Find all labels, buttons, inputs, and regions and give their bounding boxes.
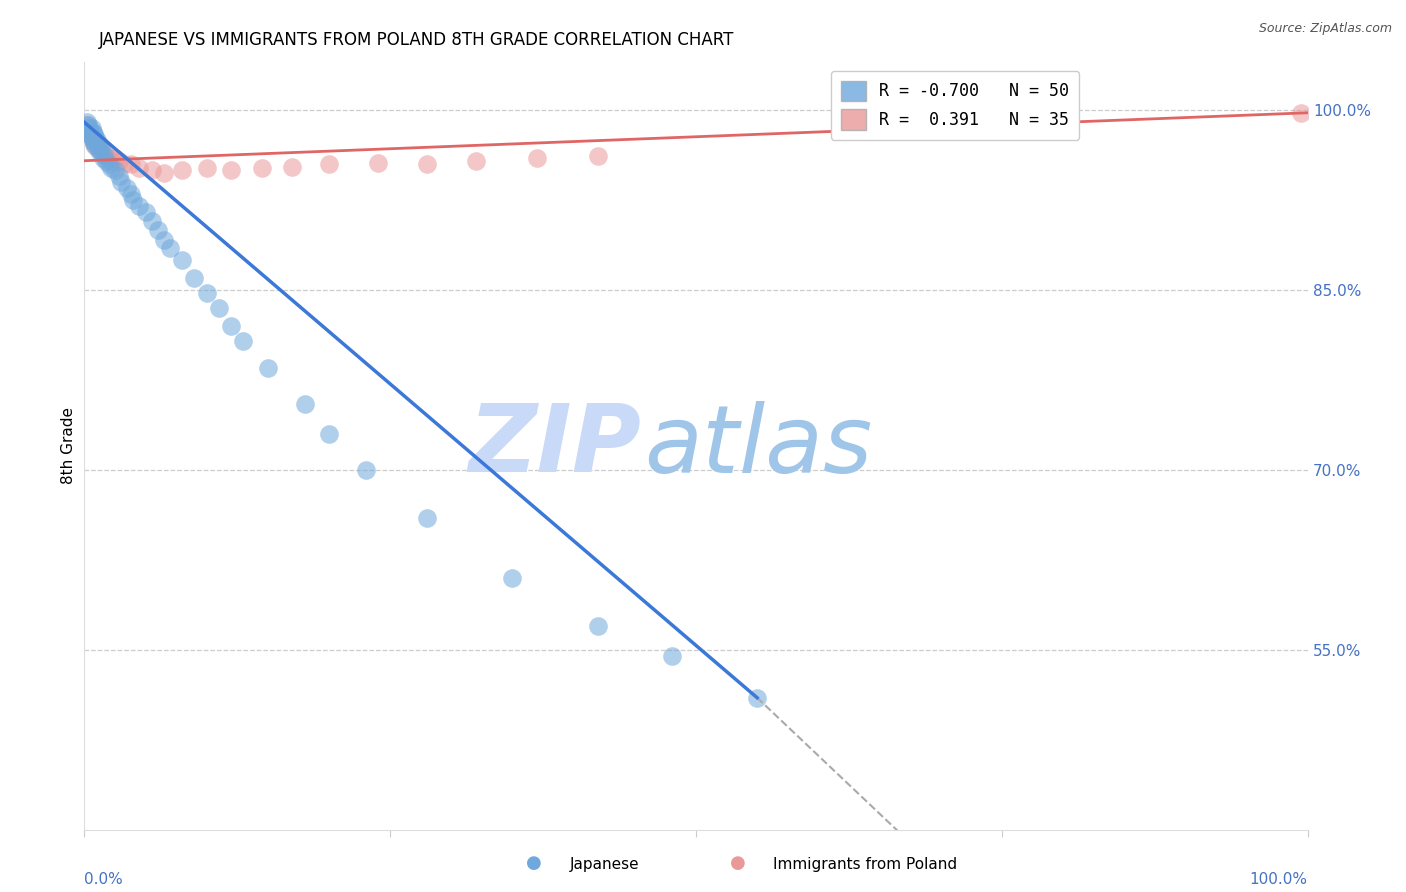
- Point: [416, 511, 439, 525]
- Point: [77, 121, 100, 136]
- Point: [80, 129, 103, 144]
- Point: [128, 199, 150, 213]
- Point: [219, 319, 242, 334]
- Point: [79, 124, 101, 138]
- Point: [110, 175, 132, 189]
- Point: [87, 136, 110, 151]
- Point: [79, 128, 101, 142]
- Point: [219, 163, 242, 178]
- Point: [93, 145, 115, 160]
- Point: [89, 145, 111, 160]
- Point: [232, 334, 254, 348]
- Point: [141, 163, 163, 178]
- Point: [526, 152, 548, 166]
- Point: [76, 118, 98, 132]
- Point: [96, 149, 118, 163]
- Point: [120, 187, 142, 202]
- Point: [80, 121, 103, 136]
- Text: Immigrants from Poland: Immigrants from Poland: [773, 857, 957, 872]
- Point: [208, 301, 231, 315]
- Point: [367, 156, 389, 170]
- Text: 100.0%: 100.0%: [1250, 871, 1308, 887]
- Text: ●: ●: [730, 855, 747, 872]
- Point: [281, 160, 304, 174]
- Point: [86, 139, 108, 153]
- Point: [97, 157, 120, 171]
- Point: [1291, 105, 1313, 120]
- Point: [183, 271, 205, 285]
- Point: [76, 115, 98, 129]
- Point: [96, 153, 118, 168]
- Point: [84, 133, 107, 147]
- Point: [91, 152, 114, 166]
- Point: [93, 147, 115, 161]
- Point: [107, 153, 129, 168]
- Point: [135, 205, 157, 219]
- Point: [141, 213, 163, 227]
- Point: [83, 136, 105, 151]
- Point: [661, 648, 683, 663]
- Point: [87, 142, 110, 156]
- Point: [82, 133, 104, 147]
- Point: [86, 133, 108, 147]
- Point: [122, 194, 145, 208]
- Point: [120, 157, 142, 171]
- Point: [100, 161, 122, 175]
- Point: [159, 241, 181, 255]
- Point: [80, 129, 103, 144]
- Point: [90, 142, 112, 156]
- Legend: R = -0.700   N = 50, R =  0.391   N = 35: R = -0.700 N = 50, R = 0.391 N = 35: [831, 70, 1078, 140]
- Point: [104, 163, 127, 178]
- Point: [77, 118, 100, 132]
- Point: [97, 152, 120, 166]
- Point: [87, 142, 110, 156]
- Point: [195, 161, 218, 175]
- Point: [107, 169, 129, 184]
- Point: [90, 142, 112, 156]
- Point: [172, 253, 194, 268]
- Point: [115, 181, 138, 195]
- Point: [104, 152, 127, 166]
- Point: [586, 149, 609, 163]
- Point: [82, 133, 104, 147]
- Point: [83, 128, 105, 142]
- Point: [416, 157, 439, 171]
- Point: [318, 157, 340, 171]
- Point: [257, 361, 280, 376]
- Point: [83, 136, 105, 150]
- Point: [82, 125, 104, 139]
- Point: [128, 161, 150, 175]
- Point: [294, 397, 316, 411]
- Point: [87, 136, 110, 151]
- Text: 0.0%: 0.0%: [84, 871, 124, 887]
- Point: [77, 121, 100, 136]
- Point: [586, 619, 609, 633]
- Point: [100, 153, 122, 168]
- Point: [318, 427, 340, 442]
- Text: JAPANESE VS IMMIGRANTS FROM POLAND 8TH GRADE CORRELATION CHART: JAPANESE VS IMMIGRANTS FROM POLAND 8TH G…: [98, 31, 734, 49]
- Text: Japanese: Japanese: [569, 857, 640, 872]
- Text: ●: ●: [526, 855, 543, 872]
- Point: [84, 129, 107, 144]
- Text: Source: ZipAtlas.com: Source: ZipAtlas.com: [1258, 22, 1392, 36]
- Point: [84, 139, 107, 153]
- Point: [153, 233, 176, 247]
- Point: [172, 163, 194, 178]
- Text: ZIP: ZIP: [468, 400, 641, 492]
- Point: [77, 125, 100, 139]
- Point: [112, 157, 135, 171]
- Y-axis label: 8th Grade: 8th Grade: [60, 408, 76, 484]
- Point: [250, 161, 273, 175]
- Point: [464, 153, 486, 168]
- Point: [79, 128, 101, 142]
- Text: atlas: atlas: [644, 401, 873, 491]
- Point: [146, 223, 169, 237]
- Point: [354, 463, 377, 477]
- Point: [195, 285, 218, 300]
- Point: [502, 571, 524, 585]
- Point: [153, 166, 176, 180]
- Point: [747, 690, 769, 705]
